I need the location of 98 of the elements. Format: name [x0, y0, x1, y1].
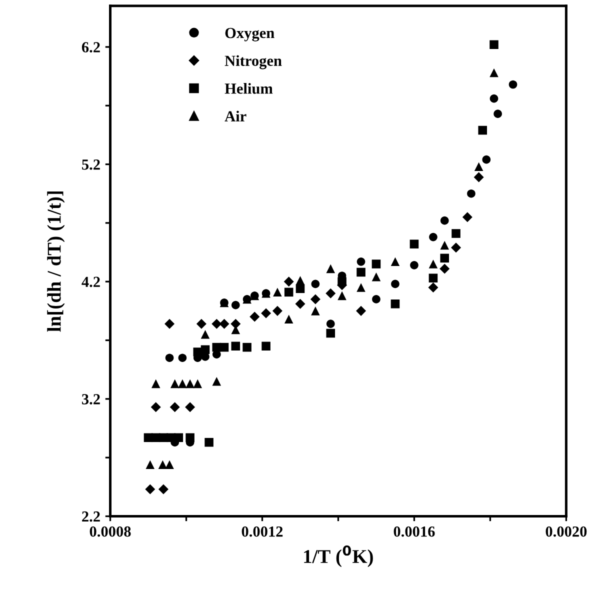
point	[178, 354, 187, 362]
point	[178, 379, 187, 388]
point	[186, 379, 194, 388]
point	[451, 242, 462, 253]
point	[145, 484, 156, 494]
point	[490, 94, 498, 103]
point	[150, 402, 161, 412]
y-tick-label: 5.2	[82, 159, 100, 170]
point	[474, 172, 484, 182]
point	[428, 260, 438, 268]
point	[356, 257, 366, 266]
point	[273, 288, 282, 297]
point	[272, 306, 282, 316]
point	[284, 314, 294, 324]
x-tick-label: 0.0012	[242, 526, 283, 537]
point	[410, 261, 418, 270]
point	[204, 438, 214, 447]
point	[164, 318, 175, 329]
point	[200, 330, 210, 339]
point	[440, 264, 450, 274]
y-tick-label: 4.2	[82, 276, 100, 288]
x-axis-title: 1/T ($^{0}$K)	[304, 545, 373, 568]
point	[212, 376, 222, 386]
point	[494, 110, 502, 118]
point	[193, 379, 202, 388]
point	[326, 320, 335, 328]
point	[429, 232, 438, 242]
point	[326, 328, 336, 338]
point	[146, 460, 155, 470]
point	[170, 379, 180, 388]
point	[158, 460, 168, 470]
point	[296, 276, 305, 285]
legend-label: Oxygen	[225, 28, 274, 42]
point	[390, 257, 400, 266]
point	[467, 189, 476, 198]
point	[410, 240, 419, 248]
point	[261, 308, 272, 318]
point	[440, 240, 450, 250]
point	[326, 264, 336, 274]
point	[219, 318, 230, 329]
point	[338, 291, 346, 300]
point	[356, 306, 366, 316]
point	[151, 379, 160, 388]
point	[356, 268, 366, 277]
point	[212, 318, 222, 329]
point	[372, 260, 381, 268]
point	[490, 40, 498, 50]
point	[165, 460, 174, 470]
point	[478, 126, 488, 135]
point	[311, 280, 320, 288]
point	[231, 342, 240, 351]
point	[474, 162, 484, 172]
point	[372, 272, 381, 282]
point	[262, 342, 270, 351]
point	[230, 318, 241, 329]
y-tick-label: 3.2	[82, 394, 100, 404]
point	[440, 216, 449, 225]
point	[295, 298, 306, 309]
point	[311, 306, 320, 316]
y-axis-title: ln[(dh / dT) (1/t)]	[47, 191, 65, 332]
point	[440, 254, 450, 263]
point	[390, 300, 400, 308]
point	[185, 402, 196, 412]
x-tick-label: 0.0020	[546, 526, 587, 537]
point	[174, 433, 184, 442]
point	[165, 354, 174, 362]
point	[391, 280, 400, 288]
point	[356, 283, 366, 292]
point	[462, 212, 472, 222]
point	[490, 68, 498, 78]
y-tick-label: 6.2	[82, 42, 100, 52]
point	[508, 80, 518, 89]
point	[338, 277, 346, 286]
point	[242, 342, 252, 352]
point	[250, 312, 260, 322]
point	[196, 318, 206, 329]
point	[200, 345, 210, 354]
point	[372, 295, 380, 304]
point	[310, 294, 320, 304]
y-tick-label: 2.2	[82, 511, 100, 522]
point	[158, 484, 168, 494]
point	[170, 402, 180, 412]
point	[193, 348, 202, 356]
point	[186, 433, 194, 442]
point	[220, 342, 229, 352]
legend-label: Nitrogen	[224, 55, 282, 70]
point	[326, 288, 336, 298]
x-tick-label: 0.0016	[394, 526, 435, 537]
point	[452, 229, 460, 238]
legend-label: Helium	[224, 83, 273, 94]
point	[428, 274, 438, 282]
x-tick-label: 0.0008	[90, 526, 131, 537]
legend-label: Air	[224, 110, 246, 122]
point	[284, 288, 294, 297]
point	[482, 155, 491, 164]
point	[428, 282, 438, 292]
point	[231, 300, 240, 310]
point	[284, 276, 294, 287]
